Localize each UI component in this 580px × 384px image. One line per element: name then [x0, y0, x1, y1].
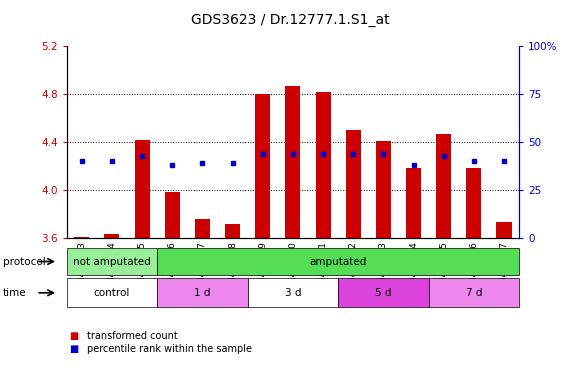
Bar [346, 130, 361, 238]
Bar [376, 141, 391, 238]
Text: time: time [3, 288, 27, 298]
Bar [67, 278, 157, 307]
Bar [248, 278, 338, 307]
Bar [187, 46, 218, 238]
Text: 3 d: 3 d [285, 288, 301, 298]
Bar [496, 222, 512, 238]
Text: protocol: protocol [3, 257, 46, 266]
Bar [466, 169, 481, 238]
Bar [97, 46, 127, 238]
Text: not amputated: not amputated [73, 257, 151, 266]
Bar [157, 278, 248, 307]
Text: 7 d: 7 d [466, 288, 482, 298]
Bar [436, 134, 451, 238]
Bar [248, 46, 278, 238]
Text: 1 d: 1 d [194, 288, 211, 298]
Bar [255, 94, 270, 238]
Bar [308, 46, 338, 238]
Text: percentile rank within the sample: percentile rank within the sample [87, 344, 252, 354]
Bar [127, 46, 157, 238]
Bar [67, 248, 157, 275]
Bar [218, 46, 248, 238]
Bar [74, 237, 89, 238]
Bar [459, 46, 489, 238]
Bar [429, 278, 519, 307]
Bar [67, 46, 97, 238]
Bar [157, 248, 519, 275]
Text: GDS3623 / Dr.12777.1.S1_at: GDS3623 / Dr.12777.1.S1_at [191, 13, 389, 27]
Text: transformed count: transformed count [87, 331, 177, 341]
Bar [338, 46, 368, 238]
Text: ■: ■ [70, 344, 79, 354]
Bar [489, 46, 519, 238]
Bar [135, 140, 150, 238]
Bar [225, 223, 240, 238]
Bar [165, 192, 180, 238]
Bar [429, 46, 459, 238]
Bar [195, 219, 210, 238]
Text: control: control [94, 288, 130, 298]
Bar [398, 46, 429, 238]
Text: amputated: amputated [310, 257, 367, 266]
Text: ■: ■ [70, 331, 79, 341]
Bar [406, 169, 421, 238]
Bar [338, 278, 429, 307]
Bar [316, 92, 331, 238]
Bar [157, 46, 187, 238]
Bar [278, 46, 308, 238]
Bar [104, 235, 119, 238]
Bar [368, 46, 398, 238]
Text: 5 d: 5 d [375, 288, 392, 298]
Bar [285, 86, 300, 238]
